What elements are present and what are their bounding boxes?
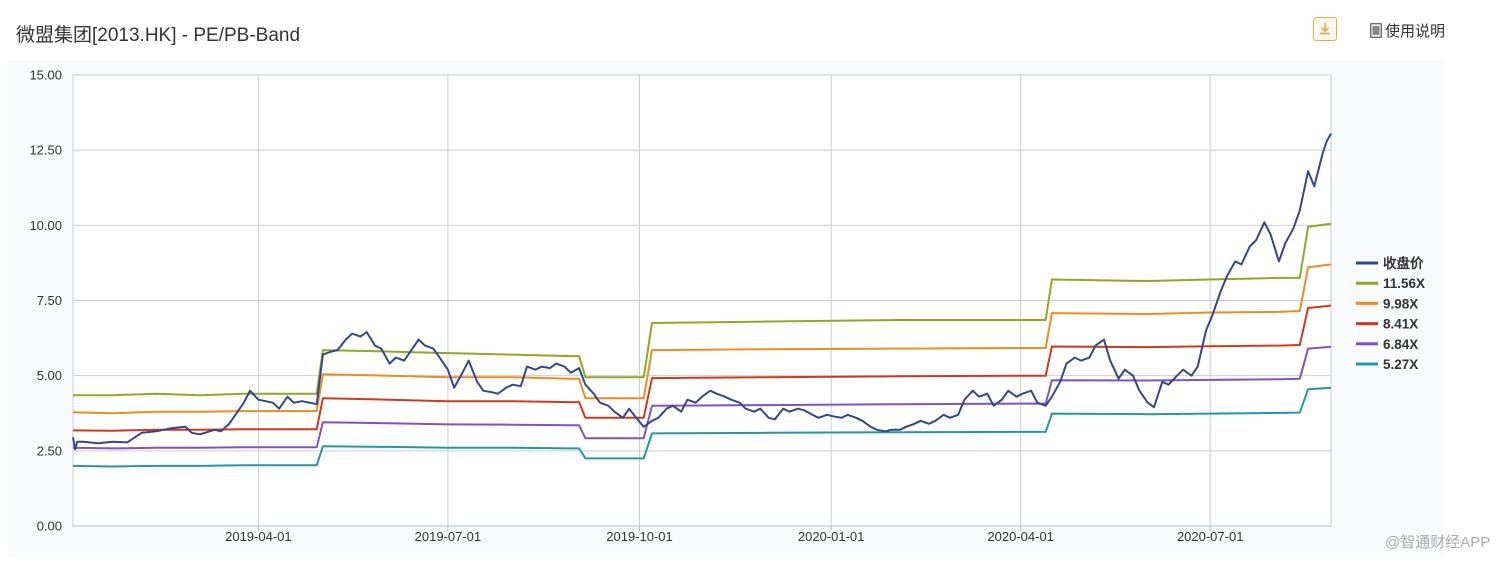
y-tick-label: 15.00: [29, 68, 62, 83]
grid: [73, 75, 1331, 526]
download-button[interactable]: [1313, 17, 1337, 41]
y-tick-label: 0.00: [37, 519, 62, 534]
legend-item[interactable]: 收盘价: [1356, 255, 1424, 271]
y-tick-label: 7.50: [37, 293, 62, 308]
legend-label: 6.84X: [1383, 337, 1418, 352]
legend-label: 5.27X: [1383, 357, 1418, 372]
x-tick-label: 2019-04-01: [225, 529, 292, 544]
help-label: 使用说明: [1385, 23, 1446, 40]
x-tick-label: 2020-04-01: [987, 529, 1054, 544]
series-line-2: [72, 263, 1332, 415]
legend-item[interactable]: 8.41X: [1356, 317, 1418, 332]
y-tick-label: 2.50: [37, 443, 62, 458]
document-icon: [1370, 23, 1382, 38]
series-line-1: [73, 222, 1332, 397]
legend-item[interactable]: 9.98X: [1356, 296, 1418, 311]
legend-item[interactable]: 5.27X: [1356, 357, 1418, 372]
legend-label: 8.41X: [1383, 317, 1418, 332]
page-title: 微盟集团[2013.HK] - PE/PB-Band: [16, 25, 301, 46]
y-tick-label: 10.00: [29, 218, 62, 233]
watermark: @智通财经APP: [1385, 534, 1491, 551]
series-line-3: [72, 304, 1332, 432]
series-lines: [72, 133, 1332, 468]
legend-label: 收盘价: [1383, 255, 1424, 271]
series-line-4: [72, 345, 1332, 450]
y-tick-label: 12.50: [29, 143, 62, 158]
series-line-5: [72, 386, 1332, 468]
y-tick-label: 5.00: [37, 368, 62, 383]
x-tick-label: 2019-10-01: [606, 529, 673, 544]
series-line-0: [72, 133, 1332, 451]
x-axis: 2019-04-01 2019-07-01 2019-10-01 2020-01-01…: [73, 525, 1331, 544]
legend-label: 9.98X: [1383, 296, 1418, 311]
legend-item[interactable]: 6.84X: [1356, 337, 1418, 352]
legend-item[interactable]: 11.56X: [1356, 276, 1425, 291]
x-tick-label: 2020-01-01: [798, 529, 865, 544]
y-axis: 0.00 2.50 5.00 7.50 10.00 12.50 15.00: [29, 68, 62, 534]
help-button[interactable]: 使用说明: [1370, 20, 1445, 41]
x-tick-label: 2020-07-01: [1177, 529, 1244, 544]
download-icon: [1320, 23, 1330, 35]
legend-label: 11.56X: [1383, 276, 1425, 291]
pe-pb-band-chart: 2019-04-01 2019-07-01 2019-10-01 2020-01-01…: [8, 60, 1445, 558]
chart-container: 2019-04-01 2019-07-01 2019-10-01 2020-01-01…: [0, 60, 1504, 563]
x-tick-label: 2019-07-01: [415, 529, 482, 544]
legend[interactable]: 收盘价 11.56X 9.98X 8.41X 6.84X 5.27X: [1356, 255, 1425, 372]
